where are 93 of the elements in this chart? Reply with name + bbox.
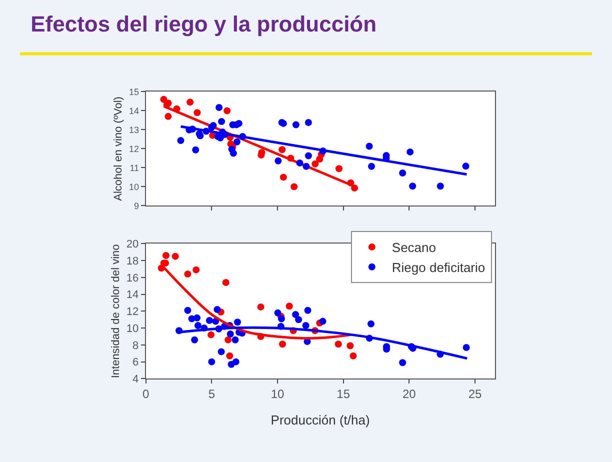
point bbox=[222, 278, 230, 286]
point bbox=[366, 142, 373, 150]
point bbox=[292, 311, 300, 318]
legend-label: Secano bbox=[392, 240, 436, 256]
y-tick-label: 20 bbox=[126, 238, 139, 251]
point bbox=[191, 336, 198, 344]
point bbox=[274, 157, 282, 164]
point bbox=[279, 340, 286, 348]
point bbox=[296, 159, 304, 166]
x-tick-label: 0 bbox=[142, 387, 150, 402]
point bbox=[226, 330, 234, 338]
point bbox=[409, 182, 416, 190]
point bbox=[164, 112, 172, 120]
point bbox=[184, 270, 192, 278]
y-tick-label: 15 bbox=[129, 86, 140, 97]
y-tick-label: 18 bbox=[126, 255, 139, 268]
x-tick-label: 25 bbox=[468, 387, 482, 402]
y-tick-label: 10 bbox=[126, 322, 139, 335]
point bbox=[230, 150, 237, 157]
point bbox=[192, 146, 200, 154]
point bbox=[462, 162, 470, 170]
y-tick-label: 11 bbox=[130, 162, 140, 173]
point bbox=[399, 170, 406, 177]
point bbox=[224, 107, 231, 114]
y-tick-label: 12 bbox=[126, 306, 139, 318]
point bbox=[278, 146, 286, 154]
point bbox=[224, 336, 232, 344]
point bbox=[350, 352, 357, 360]
point bbox=[232, 336, 239, 344]
point bbox=[218, 348, 225, 356]
point bbox=[302, 162, 310, 170]
point bbox=[226, 352, 234, 360]
point bbox=[346, 342, 354, 350]
y-axis-title: Intensidad de color del vino bbox=[110, 244, 122, 378]
x-axis-title: Producción (t/ha) bbox=[270, 412, 370, 428]
point bbox=[208, 331, 215, 338]
point bbox=[368, 162, 376, 170]
point bbox=[208, 358, 216, 366]
y-tick-label: 14 bbox=[129, 106, 140, 116]
point bbox=[336, 165, 342, 172]
point bbox=[194, 109, 201, 116]
point bbox=[462, 344, 470, 351]
point bbox=[234, 318, 241, 326]
point bbox=[278, 315, 285, 322]
point bbox=[292, 121, 300, 128]
point bbox=[367, 320, 374, 328]
y-tick-label: 14 bbox=[126, 289, 139, 302]
x-tick-label: 20 bbox=[402, 387, 416, 402]
y-tick-label: 13 bbox=[129, 124, 140, 135]
x-tick-label: 10 bbox=[270, 387, 285, 402]
y-tick-label: 12 bbox=[129, 144, 140, 154]
point bbox=[302, 322, 310, 330]
point bbox=[186, 98, 194, 106]
legend-label: Riego deficitario bbox=[392, 260, 486, 275]
point bbox=[304, 306, 312, 314]
point bbox=[290, 183, 298, 190]
point bbox=[280, 174, 287, 181]
point bbox=[304, 119, 312, 126]
point bbox=[257, 303, 264, 310]
point bbox=[184, 306, 192, 314]
y-tick-label: 16 bbox=[126, 272, 139, 284]
point bbox=[162, 252, 170, 259]
y-tick-label: 9 bbox=[134, 200, 140, 211]
point bbox=[274, 309, 282, 316]
y-tick-label: 4 bbox=[132, 374, 139, 386]
point bbox=[304, 152, 312, 160]
y-axis-title: Alcohol en vino (ºVol) bbox=[112, 96, 125, 201]
point bbox=[218, 118, 226, 126]
point bbox=[177, 137, 184, 144]
point bbox=[312, 160, 319, 168]
point bbox=[214, 306, 221, 313]
point bbox=[406, 148, 414, 156]
point bbox=[286, 302, 293, 310]
point bbox=[232, 358, 240, 366]
x-tick-label: 15 bbox=[336, 387, 350, 402]
point bbox=[206, 316, 213, 324]
y-tick-label: 10 bbox=[129, 182, 140, 192]
point bbox=[319, 318, 326, 325]
point bbox=[235, 120, 242, 127]
point bbox=[436, 182, 444, 190]
y-tick-label: 8 bbox=[132, 340, 139, 352]
point bbox=[399, 359, 406, 366]
point bbox=[216, 104, 223, 111]
chart-title: Efectos del riego y la producción bbox=[30, 12, 377, 37]
x-tick-label: 5 bbox=[208, 387, 216, 402]
point bbox=[295, 316, 302, 324]
point bbox=[192, 266, 200, 274]
point bbox=[233, 138, 240, 146]
y-tick-label: 6 bbox=[132, 356, 139, 369]
point bbox=[194, 322, 202, 330]
point bbox=[334, 340, 342, 348]
point bbox=[172, 252, 179, 260]
point bbox=[194, 314, 201, 322]
